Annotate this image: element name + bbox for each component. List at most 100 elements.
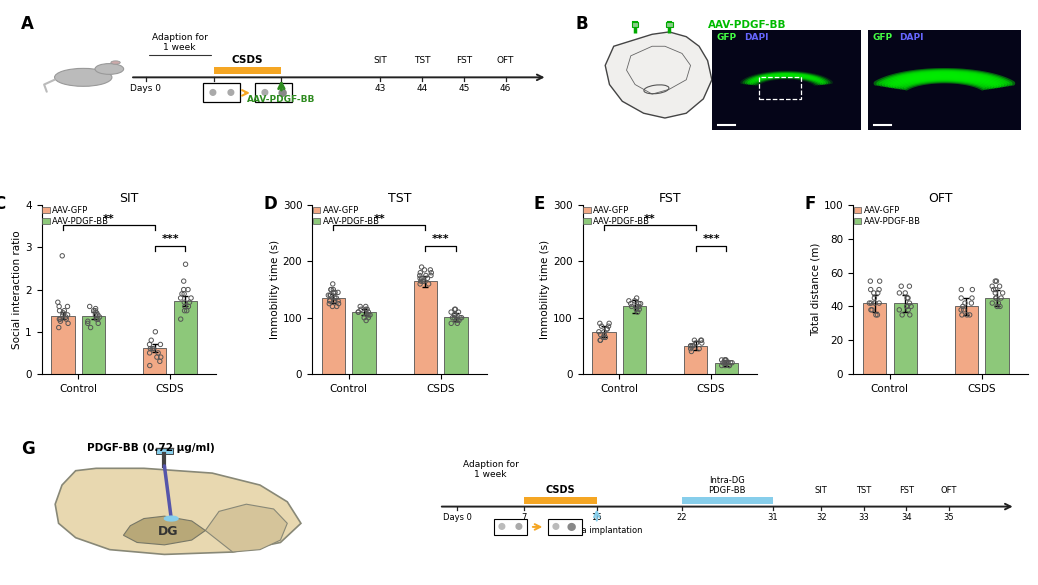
Point (450, 316, 467, 325)
Text: OFT: OFT (497, 56, 515, 65)
Point (862, 298, 878, 308)
Point (356, 313, 373, 322)
Point (51, 306, 67, 315)
Point (79, 319, 95, 328)
Point (693, 338, 710, 347)
Point (862, 277, 878, 286)
Point (683, 341, 700, 350)
Point (55, 310, 72, 319)
Point (961, 310, 978, 319)
Bar (593, 332, 616, 374)
Text: 7: 7 (521, 513, 526, 522)
Point (688, 338, 705, 347)
Text: Cannula implantation: Cannula implantation (551, 526, 643, 535)
Point (153, 352, 169, 362)
Point (422, 265, 439, 274)
Point (87, 306, 104, 315)
Point (80, 316, 97, 326)
Text: B: B (575, 15, 588, 33)
Point (359, 310, 376, 319)
Point (58, 315, 75, 324)
Bar (894, 303, 917, 374)
Point (51, 302, 67, 311)
Point (684, 341, 701, 350)
Point (953, 305, 969, 315)
Point (990, 298, 1007, 308)
Point (415, 277, 432, 286)
Point (446, 310, 463, 319)
Polygon shape (55, 469, 301, 555)
Point (866, 293, 882, 302)
Point (599, 324, 616, 333)
Text: DAPI: DAPI (900, 33, 924, 42)
Point (591, 327, 607, 336)
Bar (684, 346, 708, 374)
Point (358, 316, 375, 325)
Point (903, 302, 920, 311)
Point (984, 281, 1001, 291)
Point (179, 306, 195, 315)
Point (57, 312, 74, 322)
Point (628, 305, 645, 314)
Point (871, 277, 887, 286)
Text: ⬤: ⬤ (567, 522, 576, 531)
Point (320, 291, 336, 300)
Point (597, 333, 613, 342)
Point (176, 302, 193, 311)
Point (359, 305, 376, 314)
Point (867, 298, 883, 308)
Point (901, 298, 918, 308)
Point (871, 285, 887, 294)
Bar (173, 301, 197, 374)
Point (686, 336, 703, 345)
Point (328, 302, 345, 311)
Point (987, 277, 1004, 286)
Point (172, 315, 189, 324)
Bar (868, 29, 1021, 130)
Point (683, 347, 700, 356)
Text: 7: 7 (211, 84, 217, 93)
Point (717, 355, 734, 364)
Point (716, 358, 733, 367)
Point (987, 285, 1004, 294)
Text: TST: TST (414, 56, 431, 65)
Point (360, 310, 377, 319)
Text: ***: *** (161, 234, 179, 244)
Bar (955, 307, 978, 374)
Text: Days 0: Days 0 (443, 513, 471, 522)
Text: AAV-PDGF-BB: AAV-PDGF-BB (247, 95, 316, 104)
Point (593, 330, 609, 339)
Point (715, 358, 732, 367)
Text: 33: 33 (858, 513, 869, 522)
Text: 22: 22 (677, 513, 687, 522)
Point (599, 324, 616, 333)
Text: 32: 32 (816, 513, 826, 522)
Point (87, 310, 104, 319)
Point (964, 285, 981, 294)
Polygon shape (206, 504, 288, 552)
Point (953, 293, 969, 302)
Point (175, 285, 192, 294)
Point (176, 298, 193, 307)
Point (454, 313, 470, 322)
Point (631, 305, 648, 314)
Point (173, 289, 190, 298)
Bar (82, 316, 105, 374)
Text: PDGF-BB (0.72 μg/ml): PDGF-BB (0.72 μg/ml) (87, 443, 215, 453)
Text: TST: TST (856, 486, 871, 495)
Point (592, 336, 608, 345)
Point (623, 299, 639, 308)
Point (900, 293, 917, 302)
Point (870, 288, 886, 298)
FancyBboxPatch shape (524, 497, 597, 504)
Text: 35: 35 (944, 513, 954, 522)
Point (444, 313, 461, 322)
Point (994, 288, 1011, 298)
Text: 31: 31 (767, 513, 778, 522)
Bar (632, 22, 638, 27)
Point (900, 305, 917, 315)
Point (894, 310, 910, 319)
Point (901, 281, 918, 291)
Text: GFP: GFP (717, 33, 737, 42)
Polygon shape (124, 516, 206, 545)
